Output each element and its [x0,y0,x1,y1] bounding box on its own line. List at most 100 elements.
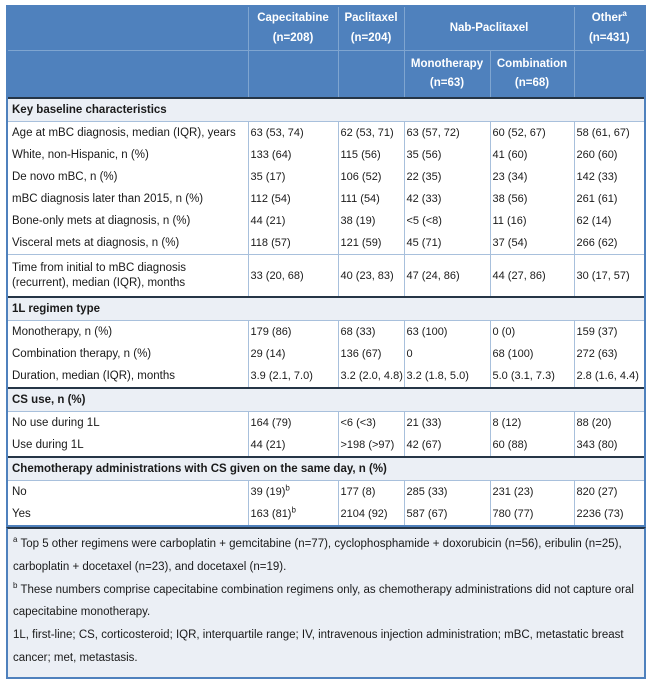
value-cell: 62 (14) [573,210,644,233]
header-empty-cell [8,7,248,51]
value-cell: 163 (81)b [247,503,338,526]
table-row: Monotherapy, n (%) 179 (86) 68 (33) 63 (100… [8,320,644,344]
column-n: (n=431) [588,31,630,44]
section-title: Chemotherapy administrations with CS giv… [8,456,644,482]
table-body: Key baseline characteristics Age at mBC d… [8,97,644,526]
value-cell: 44 (21) [247,210,338,233]
table-row: mBC diagnosis later than 2015, n (%) 112 … [8,188,644,211]
value-cell: 3.2 (1.8, 5.0) [403,365,490,389]
row-label: White, non-Hispanic, n (%) [8,144,248,167]
value-cell: 106 (52) [337,166,404,189]
value-cell: 22 (35) [403,166,490,189]
value-cell: 38 (56) [489,188,574,211]
table-row: No 39 (19)b 177 (8) 285 (33) 231 (23) 820 (27… [8,480,644,504]
value-cell: 63 (57, 72) [403,121,490,145]
footnote-marker-a: a [622,9,627,19]
value-cell: 63 (100) [403,320,490,344]
clinical-table: Capecitabine (n=208) Paclitaxel (n=204) … [6,5,646,528]
row-label: Age at mBC diagnosis, median (IQR), year… [8,121,248,145]
footnote-marker-b: b [13,580,18,590]
value-cell: 45 (71) [403,232,490,255]
value-cell: 142 (33) [573,166,644,189]
table-row: White, non-Hispanic, n (%) 133 (64) 115 (5… [8,144,644,167]
column-n: (n=68) [514,77,550,90]
value-cell: 2.8 (1.6, 4.4) [573,365,644,389]
value-cell: 21 (33) [403,411,490,435]
value-cell: 3.2 (2.0, 4.8) [337,365,404,389]
value-cell: 820 (27) [573,480,644,504]
value-cell: 35 (17) [247,166,338,189]
value-cell: 41 (60) [489,144,574,167]
value-cell: 68 (33) [337,320,404,344]
table-header: Capecitabine (n=208) Paclitaxel (n=204) … [8,7,644,99]
footnote-marker-a: a [13,535,18,545]
table-row: Time from initial to mBC diagnosis (recu… [8,254,644,298]
value-cell: 60 (88) [489,434,574,458]
value-cell: <5 (<8) [403,210,490,233]
value-cell: 179 (86) [247,320,338,344]
row-label: Yes [8,503,248,526]
column-n: (n=208) [272,31,314,44]
header-empty-cell [573,50,644,99]
value-cell: 266 (62) [573,232,644,255]
footnote-marker-b: b [285,483,290,493]
value-cell: 35 (56) [403,144,490,167]
value-cell: 0 (0) [489,320,574,344]
value-cell: 42 (67) [403,434,490,458]
value-cell: 63 (53, 74) [247,121,338,145]
section-title: Key baseline characteristics [8,97,644,123]
value-cell: 62 (53, 71) [337,121,404,145]
value-cell: 118 (57) [247,232,338,255]
row-label: Bone-only mets at diagnosis, n (%) [8,210,248,233]
value-cell: 11 (16) [489,210,574,233]
column-title: Combination [496,57,568,70]
value-cell: 343 (80) [573,434,644,458]
row-label: No [8,480,248,504]
section-header-row: 1L regimen type [8,296,644,322]
value-cell: 261 (61) [573,188,644,211]
value-cell: 37 (54) [489,232,574,255]
row-label: Visceral mets at diagnosis, n (%) [8,232,248,255]
value-cell: 112 (54) [247,188,338,211]
value-cell: 780 (77) [489,503,574,526]
row-label: Monotherapy, n (%) [8,320,248,344]
value-cell: 44 (21) [247,434,338,458]
header-nab-combination: Combination (n=68) [489,50,574,99]
value-cell: 44 (27, 86) [489,254,574,298]
header-empty-cell [337,50,404,99]
section-title: CS use, n (%) [8,387,644,413]
column-title: Capecitabine [257,12,329,24]
value-cell: 133 (64) [247,144,338,167]
value-cell: 3.9 (2.1, 7.0) [247,365,338,389]
value-cell: 285 (33) [403,480,490,504]
section-title: 1L regimen type [8,296,644,322]
value-cell: >198 (>97) [337,434,404,458]
value-cell: 121 (59) [337,232,404,255]
value-cell: 164 (79) [247,411,338,435]
value-cell: 38 (19) [337,210,404,233]
row-label: De novo mBC, n (%) [8,166,248,189]
value-cell: 29 (14) [247,343,338,366]
value-cell: 8 (12) [489,411,574,435]
value-cell: 111 (54) [337,188,404,211]
section-header-row: Key baseline characteristics [8,97,644,123]
header-empty-cell [247,50,338,99]
value-cell: 30 (17, 57) [573,254,644,298]
table-row: Combination therapy, n (%) 29 (14) 136 (67… [8,343,644,366]
value-cell: 88 (20) [573,411,644,435]
value-cell: 272 (63) [573,343,644,366]
header-row-1: Capecitabine (n=208) Paclitaxel (n=204) … [8,7,644,51]
table-row: Use during 1L 44 (21) >198 (>97) 42 (67) 60 … [8,434,644,458]
header-nab-paclitaxel-group: Nab-Paclitaxel [403,7,574,51]
value-cell: 231 (23) [489,480,574,504]
table-row: Yes 163 (81)b 2104 (92) 587 (67) 780 (77) 223… [8,503,644,526]
value-cell: <6 (<3) [337,411,404,435]
value-cell: 0 [403,343,490,366]
value-cell: 5.0 (3.1, 7.3) [489,365,574,389]
section-header-row: CS use, n (%) [8,387,644,413]
value-cell: 587 (67) [403,503,490,526]
header-other: Othera (n=431) [573,7,644,51]
value-cell: 68 (100) [489,343,574,366]
value-cell: 159 (37) [573,320,644,344]
table-row: Bone-only mets at diagnosis, n (%) 44 (21… [8,210,644,233]
